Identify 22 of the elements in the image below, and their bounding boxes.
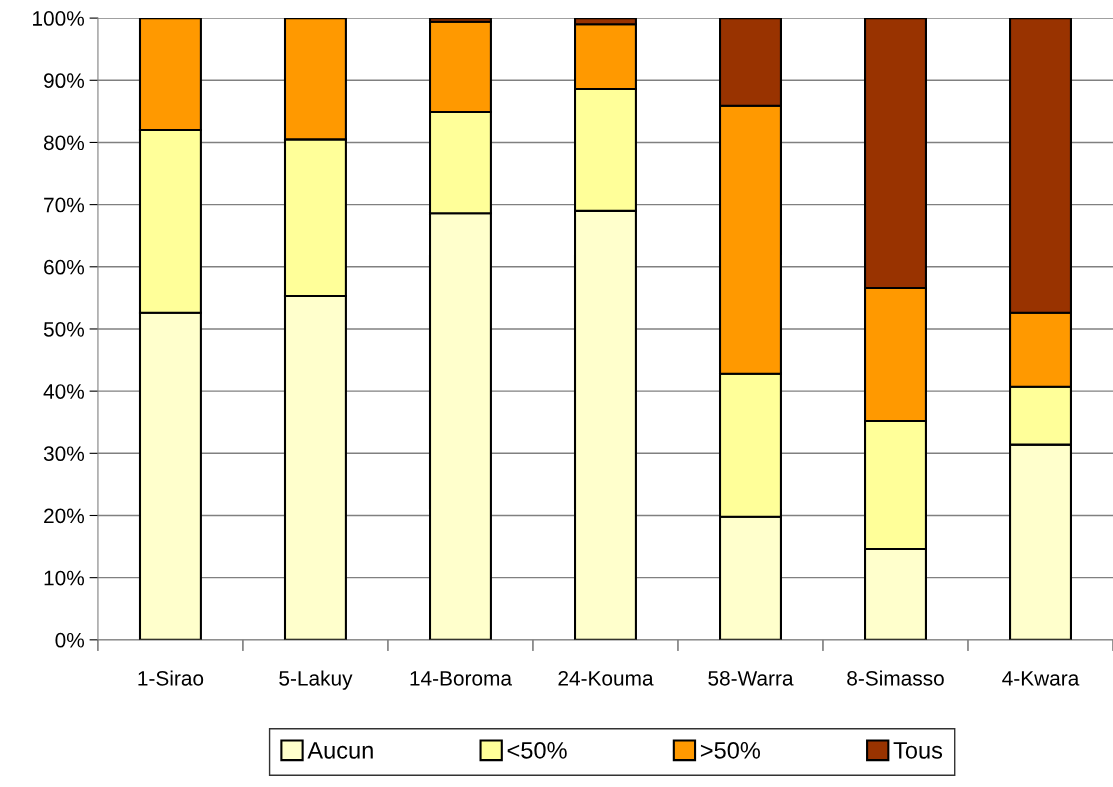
x-tick-label: 58-Warra [708, 670, 794, 686]
x-tick-label: 14-Boroma [410, 671, 512, 686]
legend-label: Tous [893, 742, 943, 759]
y-tick-label: 0% [55, 632, 85, 648]
y-tick-label: 30% [43, 446, 85, 462]
y-tick-label: 90% [44, 73, 85, 89]
y-tick-label: 20% [44, 508, 85, 524]
x-tick-label: 4-Kwara [1002, 671, 1080, 686]
y-tick-label: 10% [44, 570, 85, 586]
y-tick-label: 80% [43, 135, 85, 151]
x-tick-label: 1-Sirao [138, 670, 204, 686]
x-tick-label: 24-Kouma [558, 670, 654, 686]
y-tick-label: 50% [43, 321, 85, 337]
legend-label: <50% [507, 742, 567, 759]
y-tick-label: 60% [44, 259, 85, 275]
legend-label: >50% [700, 742, 760, 759]
y-tick-label: 40% [43, 384, 85, 399]
y-tick-label: 70% [44, 197, 85, 213]
x-tick-label: 8-Simasso [847, 670, 944, 686]
y-tick-label: 100% [33, 11, 85, 26]
x-tick-label: 5-Lakuy [279, 670, 353, 690]
legend-label: Aucun [307, 742, 373, 759]
